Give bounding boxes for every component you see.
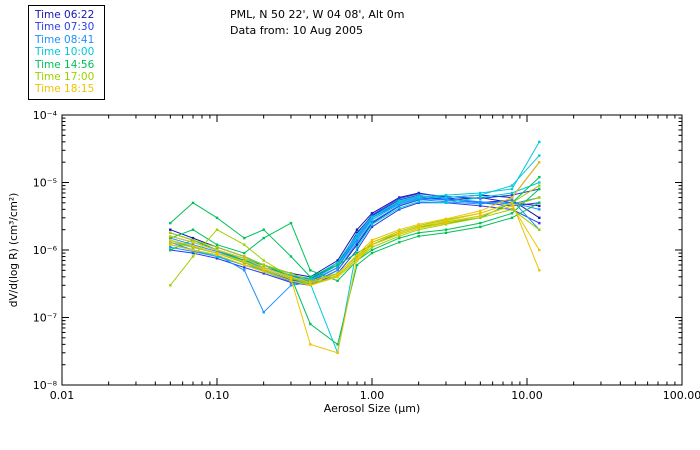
series-time-14-56-b: [169, 187, 541, 282]
legend-entry-time-18-15: Time 18:15: [35, 83, 95, 96]
y-tick-label: 10⁻⁶: [33, 244, 58, 257]
legend-entry-time-14-56: Time 14:56: [35, 58, 95, 71]
series-time-18-15-a: [169, 161, 541, 284]
plot-titles: PML, N 50 22', W 04 08', Alt 0m Data fro…: [230, 7, 404, 39]
plot-title-date: Data from: 10 Aug 2005: [230, 24, 364, 37]
series-time-18-15-c: [169, 201, 541, 354]
y-tick-label: 10⁻⁷: [33, 312, 57, 325]
y-tick-label: 10⁻⁴: [33, 109, 58, 122]
y-tick-label: 10⁻⁵: [33, 177, 57, 190]
legend-entry-time-08-41: Time 08:41: [35, 33, 95, 46]
legend-entry-time-10-00: Time 10:00: [35, 46, 95, 59]
legend-entry-time-07-30: Time 07:30: [35, 21, 95, 34]
x-axis-label: Aerosol Size (μm): [323, 402, 421, 415]
time-legend: Time 06:22 Time 07:30 Time 08:41 Time 10:00…: [28, 5, 106, 100]
x-tick-label: 1.00: [360, 389, 385, 402]
legend-entry-time-06-22: Time 06:22: [35, 9, 95, 21]
x-tick-label: 0.10: [205, 389, 230, 402]
y-tick-label: 10⁻⁸: [33, 379, 58, 392]
y-axis-label: dV/d(log R) (cm³/cm²): [8, 192, 20, 308]
legend-entry-time-17-00: Time 17:00: [35, 71, 95, 84]
x-tick-label: 0.01: [50, 389, 75, 402]
x-tick-label: 10.00: [511, 389, 543, 402]
plot-title-location: PML, N 50 22', W 04 08', Alt 0m: [230, 8, 405, 21]
x-tick-label: 100.00: [663, 389, 700, 402]
